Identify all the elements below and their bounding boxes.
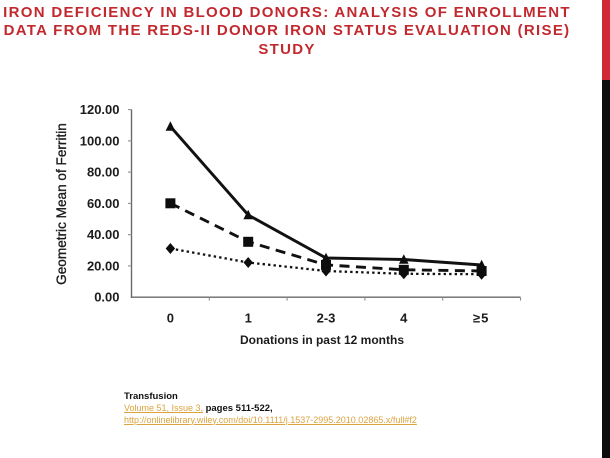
svg-text:Donations in past 12 months: Donations in past 12 months: [240, 333, 404, 347]
svg-text:40.00: 40.00: [87, 227, 120, 242]
svg-text:0: 0: [167, 311, 174, 326]
svg-text:≥ 5: ≥ 5: [473, 311, 488, 326]
svg-text:4: 4: [400, 311, 408, 326]
svg-text:120.00: 120.00: [80, 102, 120, 117]
svg-text:80.00: 80.00: [87, 165, 120, 180]
svg-text:0.00: 0.00: [94, 290, 119, 305]
svg-text:100.00: 100.00: [80, 133, 120, 148]
svg-text:20.00: 20.00: [87, 258, 120, 273]
svg-text:1: 1: [245, 311, 252, 326]
svg-text:Geometric Mean of Ferritin: Geometric Mean of Ferritin: [54, 123, 69, 285]
svg-text:2-3: 2-3: [317, 311, 336, 326]
svg-text:60.00: 60.00: [87, 196, 120, 211]
